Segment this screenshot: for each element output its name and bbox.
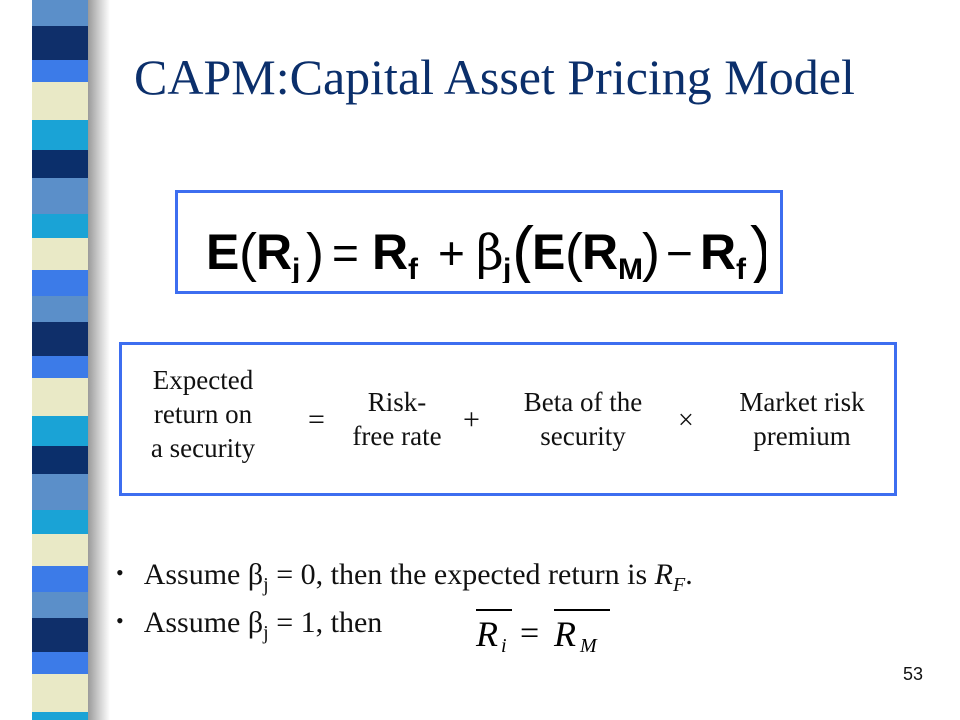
stripe-segment <box>32 534 88 566</box>
bullet-item-beta-zero: • Assume βj = 0, then the expected return… <box>116 558 693 597</box>
formula-sub-j2: j <box>502 253 511 283</box>
overline-eq-m: M <box>579 635 598 656</box>
beta-line-1: Beta of the <box>523 387 643 417</box>
bullet-1-middle: = 0, then the expected return is <box>268 558 655 591</box>
formula-minus: − <box>666 227 693 279</box>
capm-formula: E ( R j ) = R f + β j ( E ( R M ) − R f … <box>206 213 766 283</box>
overline-eq-r1: R <box>475 614 498 654</box>
stripe-segment <box>32 592 88 618</box>
stripe-segment <box>32 0 88 26</box>
page-number: 53 <box>903 664 924 684</box>
formula-sub-f1: f <box>408 253 419 283</box>
stripe-segment <box>32 296 88 322</box>
stripe-segment <box>32 566 88 592</box>
stripe-segment <box>32 674 88 712</box>
times-operator: × <box>678 405 694 436</box>
stripe-segment <box>32 712 88 720</box>
stripe-segment <box>32 378 88 416</box>
expected-return-label: Expected return on a security <box>128 363 278 465</box>
risk-free-label: Risk- free rate <box>332 385 462 453</box>
stripe-segment <box>32 270 88 296</box>
bullet-1-r: R <box>654 558 673 591</box>
formula-sub-j1: j <box>291 253 300 283</box>
stripe-column <box>32 0 88 720</box>
stripe-segment <box>32 150 88 178</box>
risk-free-line-2: free rate <box>352 421 442 451</box>
stripe-segment <box>32 120 88 150</box>
bullet-2-prefix: Assume <box>143 606 248 639</box>
formula-E1: E <box>206 224 239 280</box>
decorative-stripe-bar <box>0 0 110 720</box>
stripe-segment <box>32 356 88 378</box>
formula-R3: R <box>582 224 618 280</box>
market-premium-line-2: premium <box>753 421 851 451</box>
equals-operator: = <box>308 403 325 436</box>
slide-title: CAPM:Capital Asset Pricing Model <box>134 49 855 105</box>
stripe-segment <box>32 510 88 534</box>
bullet-1-prefix: Assume <box>143 558 248 591</box>
stripe-segment <box>32 322 88 356</box>
expected-return-line-3: a security <box>150 433 256 463</box>
stripe-segment <box>32 26 88 60</box>
formula-paren-close-3: ) <box>642 223 660 283</box>
bullet-1-beta: β <box>247 558 264 591</box>
stripe-segment <box>32 446 88 474</box>
stripe-segment <box>32 474 88 510</box>
plus-operator: + <box>463 403 480 436</box>
formula-sub-M: M <box>618 253 643 283</box>
capm-explanation-box: Expected return on a security = Risk- fr… <box>119 342 897 496</box>
formula-beta: β <box>476 225 504 281</box>
bullet-item-beta-one: • Assume βj = 1, then <box>116 606 382 645</box>
risk-free-line-1: Risk- <box>367 387 427 417</box>
overline-equation: R i = R M <box>475 609 610 656</box>
overline-eq-i: i <box>501 635 507 656</box>
expected-return-line-1: Expected <box>152 365 254 395</box>
formula-paren-open-3: ( <box>565 223 583 283</box>
stripe-segment <box>32 618 88 652</box>
formula-R1: R <box>256 224 292 280</box>
bullet-1-rsub: F <box>673 574 686 596</box>
stripe-segment <box>32 416 88 446</box>
overline-eq-equals: = <box>520 615 539 652</box>
stripe-segment <box>32 652 88 674</box>
market-premium-label: Market risk premium <box>718 385 886 453</box>
bullet-1-end: . <box>685 558 693 591</box>
formula-equals: = <box>332 227 359 279</box>
market-premium-line-1: Market risk <box>739 387 865 417</box>
formula-sub-f2: f <box>736 253 747 283</box>
expected-return-line-2: return on <box>153 399 253 429</box>
formula-R2: R <box>372 224 408 280</box>
bullet-2-sub: j <box>263 622 269 644</box>
capm-formula-box: E ( R j ) = R f + β j ( E ( R M ) − R f … <box>175 190 783 294</box>
bullet-1-sub: j <box>263 574 269 596</box>
beta-line-2: security <box>540 421 626 451</box>
stripe-bar-margin <box>0 0 32 720</box>
formula-paren-open-1: ( <box>239 223 257 283</box>
stripe-segment <box>32 214 88 238</box>
stripe-segment <box>32 60 88 82</box>
bullet-2-middle: = 1, then <box>268 606 383 639</box>
stripe-shadow <box>88 0 110 720</box>
formula-E2: E <box>532 224 565 280</box>
formula-paren-close-1: ) <box>306 223 324 283</box>
formula-paren-open-2: ( <box>512 213 534 283</box>
beta-label: Beta of the security <box>500 385 666 453</box>
bullet-2-beta: β <box>247 606 264 639</box>
formula-paren-close-2: ) <box>750 213 766 283</box>
bullet-dot: • <box>116 608 124 633</box>
stripe-segment <box>32 82 88 120</box>
formula-R4: R <box>700 224 736 280</box>
formula-plus: + <box>438 227 465 279</box>
stripe-segment <box>32 178 88 214</box>
bullet-dot: • <box>116 560 124 585</box>
overline-eq-r2: R <box>553 614 576 654</box>
stripe-segment <box>32 238 88 270</box>
